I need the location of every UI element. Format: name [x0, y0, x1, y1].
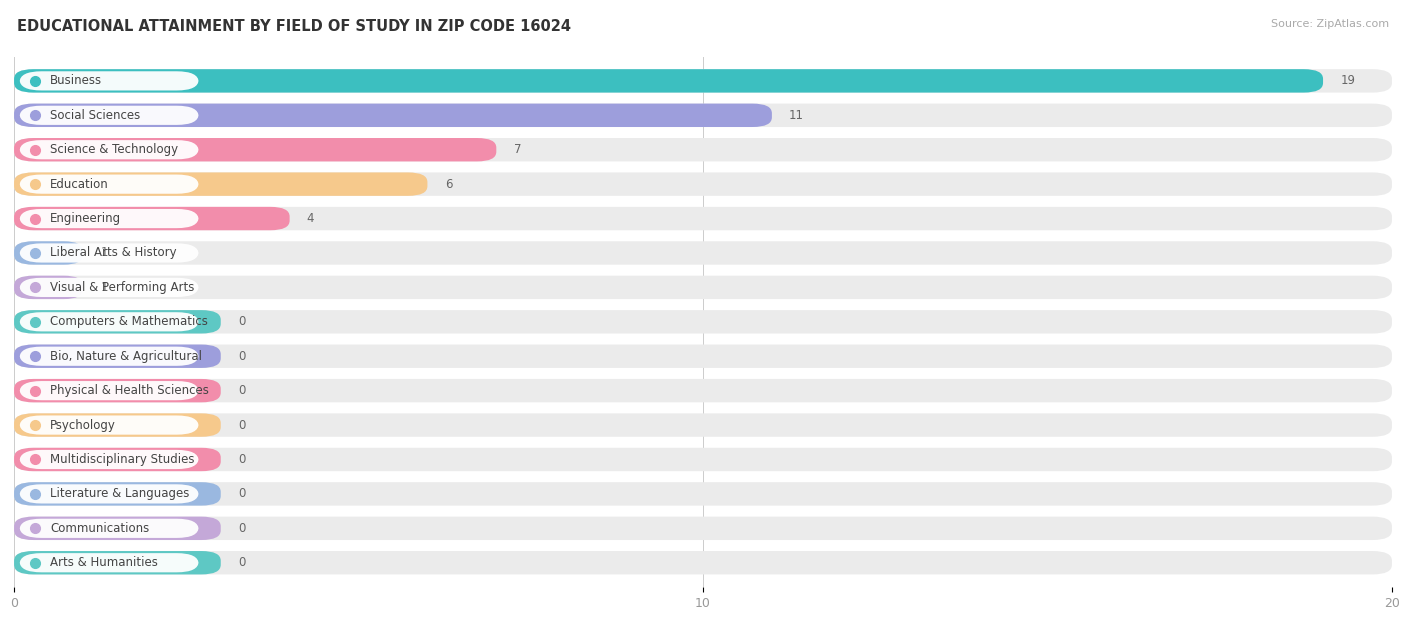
FancyBboxPatch shape [20, 244, 198, 262]
FancyBboxPatch shape [20, 106, 198, 125]
FancyBboxPatch shape [14, 207, 290, 230]
Text: 7: 7 [513, 143, 522, 156]
FancyBboxPatch shape [14, 345, 221, 368]
Text: Communications: Communications [49, 522, 149, 535]
FancyBboxPatch shape [14, 345, 1392, 368]
Text: 19: 19 [1340, 74, 1355, 87]
FancyBboxPatch shape [14, 103, 772, 127]
FancyBboxPatch shape [20, 450, 198, 469]
FancyBboxPatch shape [14, 448, 221, 471]
FancyBboxPatch shape [14, 517, 1392, 540]
Text: Liberal Arts & History: Liberal Arts & History [49, 247, 177, 259]
Text: 6: 6 [444, 178, 453, 191]
Text: Business: Business [49, 74, 103, 87]
Text: 1: 1 [100, 281, 108, 294]
Text: 0: 0 [238, 487, 245, 500]
FancyBboxPatch shape [14, 517, 221, 540]
Text: Visual & Performing Arts: Visual & Performing Arts [49, 281, 194, 294]
FancyBboxPatch shape [14, 103, 1392, 127]
Text: 0: 0 [238, 384, 245, 397]
Text: 0: 0 [238, 418, 245, 432]
FancyBboxPatch shape [20, 278, 198, 297]
Text: 0: 0 [238, 453, 245, 466]
Text: Computers & Mathematics: Computers & Mathematics [49, 316, 208, 328]
FancyBboxPatch shape [20, 140, 198, 159]
Text: Psychology: Psychology [49, 418, 115, 432]
FancyBboxPatch shape [14, 482, 1392, 505]
FancyBboxPatch shape [20, 381, 198, 400]
Text: Social Sciences: Social Sciences [49, 109, 141, 122]
FancyBboxPatch shape [20, 553, 198, 572]
Text: 4: 4 [307, 212, 315, 225]
FancyBboxPatch shape [14, 138, 1392, 162]
Text: 0: 0 [238, 557, 245, 569]
FancyBboxPatch shape [14, 413, 221, 437]
FancyBboxPatch shape [14, 379, 221, 403]
FancyBboxPatch shape [14, 276, 1392, 299]
FancyBboxPatch shape [14, 69, 1392, 93]
FancyBboxPatch shape [20, 209, 198, 228]
Text: Source: ZipAtlas.com: Source: ZipAtlas.com [1271, 19, 1389, 29]
FancyBboxPatch shape [14, 413, 1392, 437]
Text: 1: 1 [100, 247, 108, 259]
Text: 0: 0 [238, 316, 245, 328]
Text: Bio, Nature & Agricultural: Bio, Nature & Agricultural [49, 350, 202, 363]
Text: Multidisciplinary Studies: Multidisciplinary Studies [49, 453, 194, 466]
FancyBboxPatch shape [14, 276, 83, 299]
FancyBboxPatch shape [20, 485, 198, 504]
Text: Arts & Humanities: Arts & Humanities [49, 557, 157, 569]
Text: 11: 11 [789, 109, 804, 122]
Text: 0: 0 [238, 350, 245, 363]
Text: Science & Technology: Science & Technology [49, 143, 179, 156]
FancyBboxPatch shape [14, 379, 1392, 403]
FancyBboxPatch shape [14, 551, 1392, 574]
FancyBboxPatch shape [14, 448, 1392, 471]
FancyBboxPatch shape [14, 172, 1392, 196]
FancyBboxPatch shape [14, 310, 221, 334]
FancyBboxPatch shape [20, 175, 198, 194]
FancyBboxPatch shape [20, 312, 198, 331]
FancyBboxPatch shape [14, 482, 221, 505]
FancyBboxPatch shape [20, 71, 198, 90]
FancyBboxPatch shape [14, 241, 1392, 264]
Text: EDUCATIONAL ATTAINMENT BY FIELD OF STUDY IN ZIP CODE 16024: EDUCATIONAL ATTAINMENT BY FIELD OF STUDY… [17, 19, 571, 34]
Text: Engineering: Engineering [49, 212, 121, 225]
Text: Physical & Health Sciences: Physical & Health Sciences [49, 384, 208, 397]
Text: Literature & Languages: Literature & Languages [49, 487, 190, 500]
FancyBboxPatch shape [14, 69, 1323, 93]
FancyBboxPatch shape [14, 207, 1392, 230]
FancyBboxPatch shape [20, 346, 198, 366]
FancyBboxPatch shape [14, 172, 427, 196]
FancyBboxPatch shape [14, 138, 496, 162]
Text: 0: 0 [238, 522, 245, 535]
Text: Education: Education [49, 178, 108, 191]
FancyBboxPatch shape [14, 551, 221, 574]
FancyBboxPatch shape [20, 415, 198, 435]
FancyBboxPatch shape [14, 310, 1392, 334]
FancyBboxPatch shape [20, 519, 198, 538]
FancyBboxPatch shape [14, 241, 83, 264]
